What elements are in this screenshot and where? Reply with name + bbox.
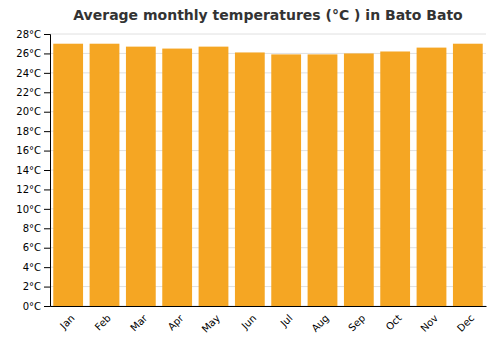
y-tick: 12°C <box>16 184 50 195</box>
y-tick-label: 20°C <box>16 106 41 117</box>
y-tick: 0°C <box>23 301 50 312</box>
x-tick-label: Mar <box>128 312 150 334</box>
bar <box>417 48 447 306</box>
x-tick: Jan <box>57 312 76 331</box>
y-tick-label: 24°C <box>16 68 41 79</box>
y-tick-label: 22°C <box>16 87 41 98</box>
y-tick: 18°C <box>16 126 50 137</box>
y-tick-mark <box>44 228 50 229</box>
y-tick-mark <box>44 267 50 268</box>
y-axis-line <box>44 35 51 307</box>
y-axis: 0°C 2°C 4°C 6°C 8°C 10°C 12°C 14°C 16°C 18°C 20°C 2… <box>16 29 50 312</box>
y-tick-label: 12°C <box>16 184 41 195</box>
y-tick: 10°C <box>16 204 50 215</box>
y-tick: 28°C <box>16 29 50 40</box>
x-tick-label: Nov <box>418 312 440 334</box>
plot: 0°C 2°C 4°C 6°C 8°C 10°C 12°C 14°C 16°C 18°C 20°C 2… <box>16 29 486 335</box>
y-tick-label: 28°C <box>16 29 41 40</box>
y-tick-mark <box>44 209 50 210</box>
y-tick-mark <box>44 306 50 307</box>
bar <box>53 44 83 306</box>
y-tick-label: 10°C <box>16 204 41 215</box>
y-tick: 16°C <box>16 145 50 156</box>
y-tick-mark <box>44 53 50 54</box>
x-tick: Jun <box>239 312 259 332</box>
bar <box>380 51 410 306</box>
bar <box>235 52 265 306</box>
x-tick-label: Feb <box>93 312 113 332</box>
y-tick: 8°C <box>23 223 50 234</box>
y-tick-mark <box>44 131 50 132</box>
x-tick: Mar <box>128 312 150 334</box>
x-tick-label: Oct <box>384 312 404 332</box>
y-tick: 22°C <box>16 87 50 98</box>
y-tick: 4°C <box>23 262 50 273</box>
x-axis: Jan Feb Mar Apr May Jun Jul Aug Sep Oct Nov Dec <box>51 307 487 335</box>
y-tick-mark <box>44 34 50 35</box>
x-tick: May <box>200 312 222 334</box>
grid <box>50 34 486 306</box>
y-tick: 26°C <box>16 48 50 59</box>
y-tick: 14°C <box>16 165 50 176</box>
y-tick-label: 18°C <box>16 126 41 137</box>
bar <box>126 47 156 306</box>
y-tick-mark <box>44 151 50 152</box>
grid-line <box>50 34 486 35</box>
y-tick-label: 8°C <box>23 223 41 234</box>
y-tick: 6°C <box>23 242 50 253</box>
bar <box>308 54 338 306</box>
x-tick-label: Jul <box>278 312 295 329</box>
x-tick: Sep <box>346 312 367 333</box>
x-tick: Dec <box>455 312 476 333</box>
y-tick-label: 2°C <box>23 281 41 292</box>
y-tick-mark <box>44 170 50 171</box>
y-tick-label: 4°C <box>23 262 41 273</box>
y-tick: 24°C <box>16 68 50 79</box>
x-tick: Apr <box>166 312 187 333</box>
x-tick-label: May <box>200 312 222 334</box>
y-tick-mark <box>44 189 50 190</box>
x-tick-label: Jan <box>57 312 76 331</box>
x-tick: Aug <box>309 312 331 334</box>
y-tick-mark <box>44 73 50 74</box>
y-tick-label: 0°C <box>23 301 41 312</box>
x-tick-label: Sep <box>346 312 367 333</box>
bar <box>453 44 483 306</box>
bar <box>162 49 192 306</box>
x-tick-label: Apr <box>166 312 187 333</box>
x-tick: Feb <box>93 312 113 332</box>
x-axis-line <box>51 306 487 307</box>
y-tick: 20°C <box>16 106 50 117</box>
title: Average monthly temperatures (°C ) in Ba… <box>73 7 463 23</box>
x-tick-label: Aug <box>309 312 331 334</box>
x-tick-label: Jun <box>239 312 259 332</box>
y-tick-label: 14°C <box>16 165 41 176</box>
y-tick-label: 16°C <box>16 145 41 156</box>
y-tick: 2°C <box>23 281 50 292</box>
y-tick-mark <box>44 287 50 288</box>
chart: 0°C 2°C 4°C 6°C 8°C 10°C 12°C 14°C 16°C 18°C 20°C 2… <box>0 0 500 350</box>
x-tick: Nov <box>418 312 440 334</box>
bar <box>271 54 301 306</box>
y-tick-mark <box>44 248 50 249</box>
bar <box>199 47 229 306</box>
x-tick: Oct <box>384 312 404 332</box>
y-tick-mark <box>44 92 50 93</box>
y-tick-label: 26°C <box>16 48 41 59</box>
y-tick-mark <box>44 112 50 113</box>
x-tick-label: Dec <box>455 312 476 333</box>
y-tick-label: 6°C <box>23 242 41 253</box>
bars <box>53 44 482 306</box>
bar <box>344 53 374 306</box>
bar <box>90 44 120 306</box>
x-tick: Jul <box>278 312 295 329</box>
